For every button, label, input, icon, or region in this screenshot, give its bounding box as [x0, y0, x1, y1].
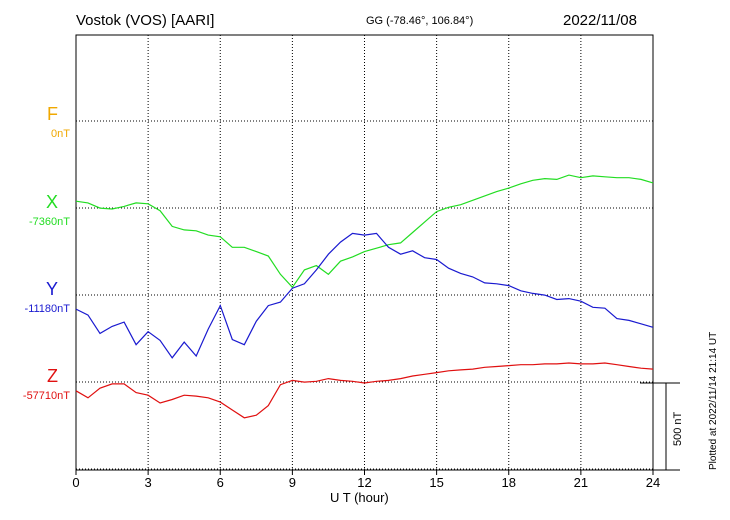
grid-lines — [76, 35, 653, 470]
component-letter-y: Y — [45, 279, 58, 299]
component-letter-f: F — [47, 104, 58, 124]
baseline-label-f: 0nT — [51, 128, 70, 140]
series-line-z — [75, 362, 654, 419]
plotted-note: Plotted at 2022/11/14 21:14 UT — [708, 331, 719, 470]
x-tick-label: 12 — [357, 475, 371, 490]
x-tick-label: 24 — [646, 475, 660, 490]
x-tick-label: 6 — [217, 475, 224, 490]
x-tick-label: 15 — [429, 475, 443, 490]
x-axis-ticks: 0 3 6 9 12 15 18 21 24 — [72, 470, 660, 490]
baseline-label-x: -7360nT — [29, 216, 70, 228]
series-line-x — [75, 174, 654, 289]
date-label: 2022/11/08 — [563, 12, 637, 29]
x-axis-title: U T (hour) — [330, 490, 389, 505]
coordinates-label: GG (-78.46°, 106.84°) — [366, 15, 474, 27]
station-title: Vostok (VOS) [AARI] — [76, 12, 215, 29]
scale-bar-label: 500 nT — [672, 411, 684, 446]
baseline-label-y: -11180nT — [24, 303, 70, 315]
x-tick-label: 9 — [289, 475, 296, 490]
x-tick-label: 0 — [72, 475, 79, 490]
x-tick-label: 21 — [574, 475, 588, 490]
series-lines — [75, 174, 654, 419]
scale-bar — [640, 382, 680, 471]
component-letter-z: Z — [47, 366, 58, 386]
component-letter-x: X — [45, 192, 58, 212]
x-tick-label: 3 — [145, 475, 152, 490]
x-tick-label: 18 — [502, 475, 516, 490]
baseline-label-z: -57710nT — [22, 390, 70, 402]
series-line-y — [75, 232, 654, 359]
